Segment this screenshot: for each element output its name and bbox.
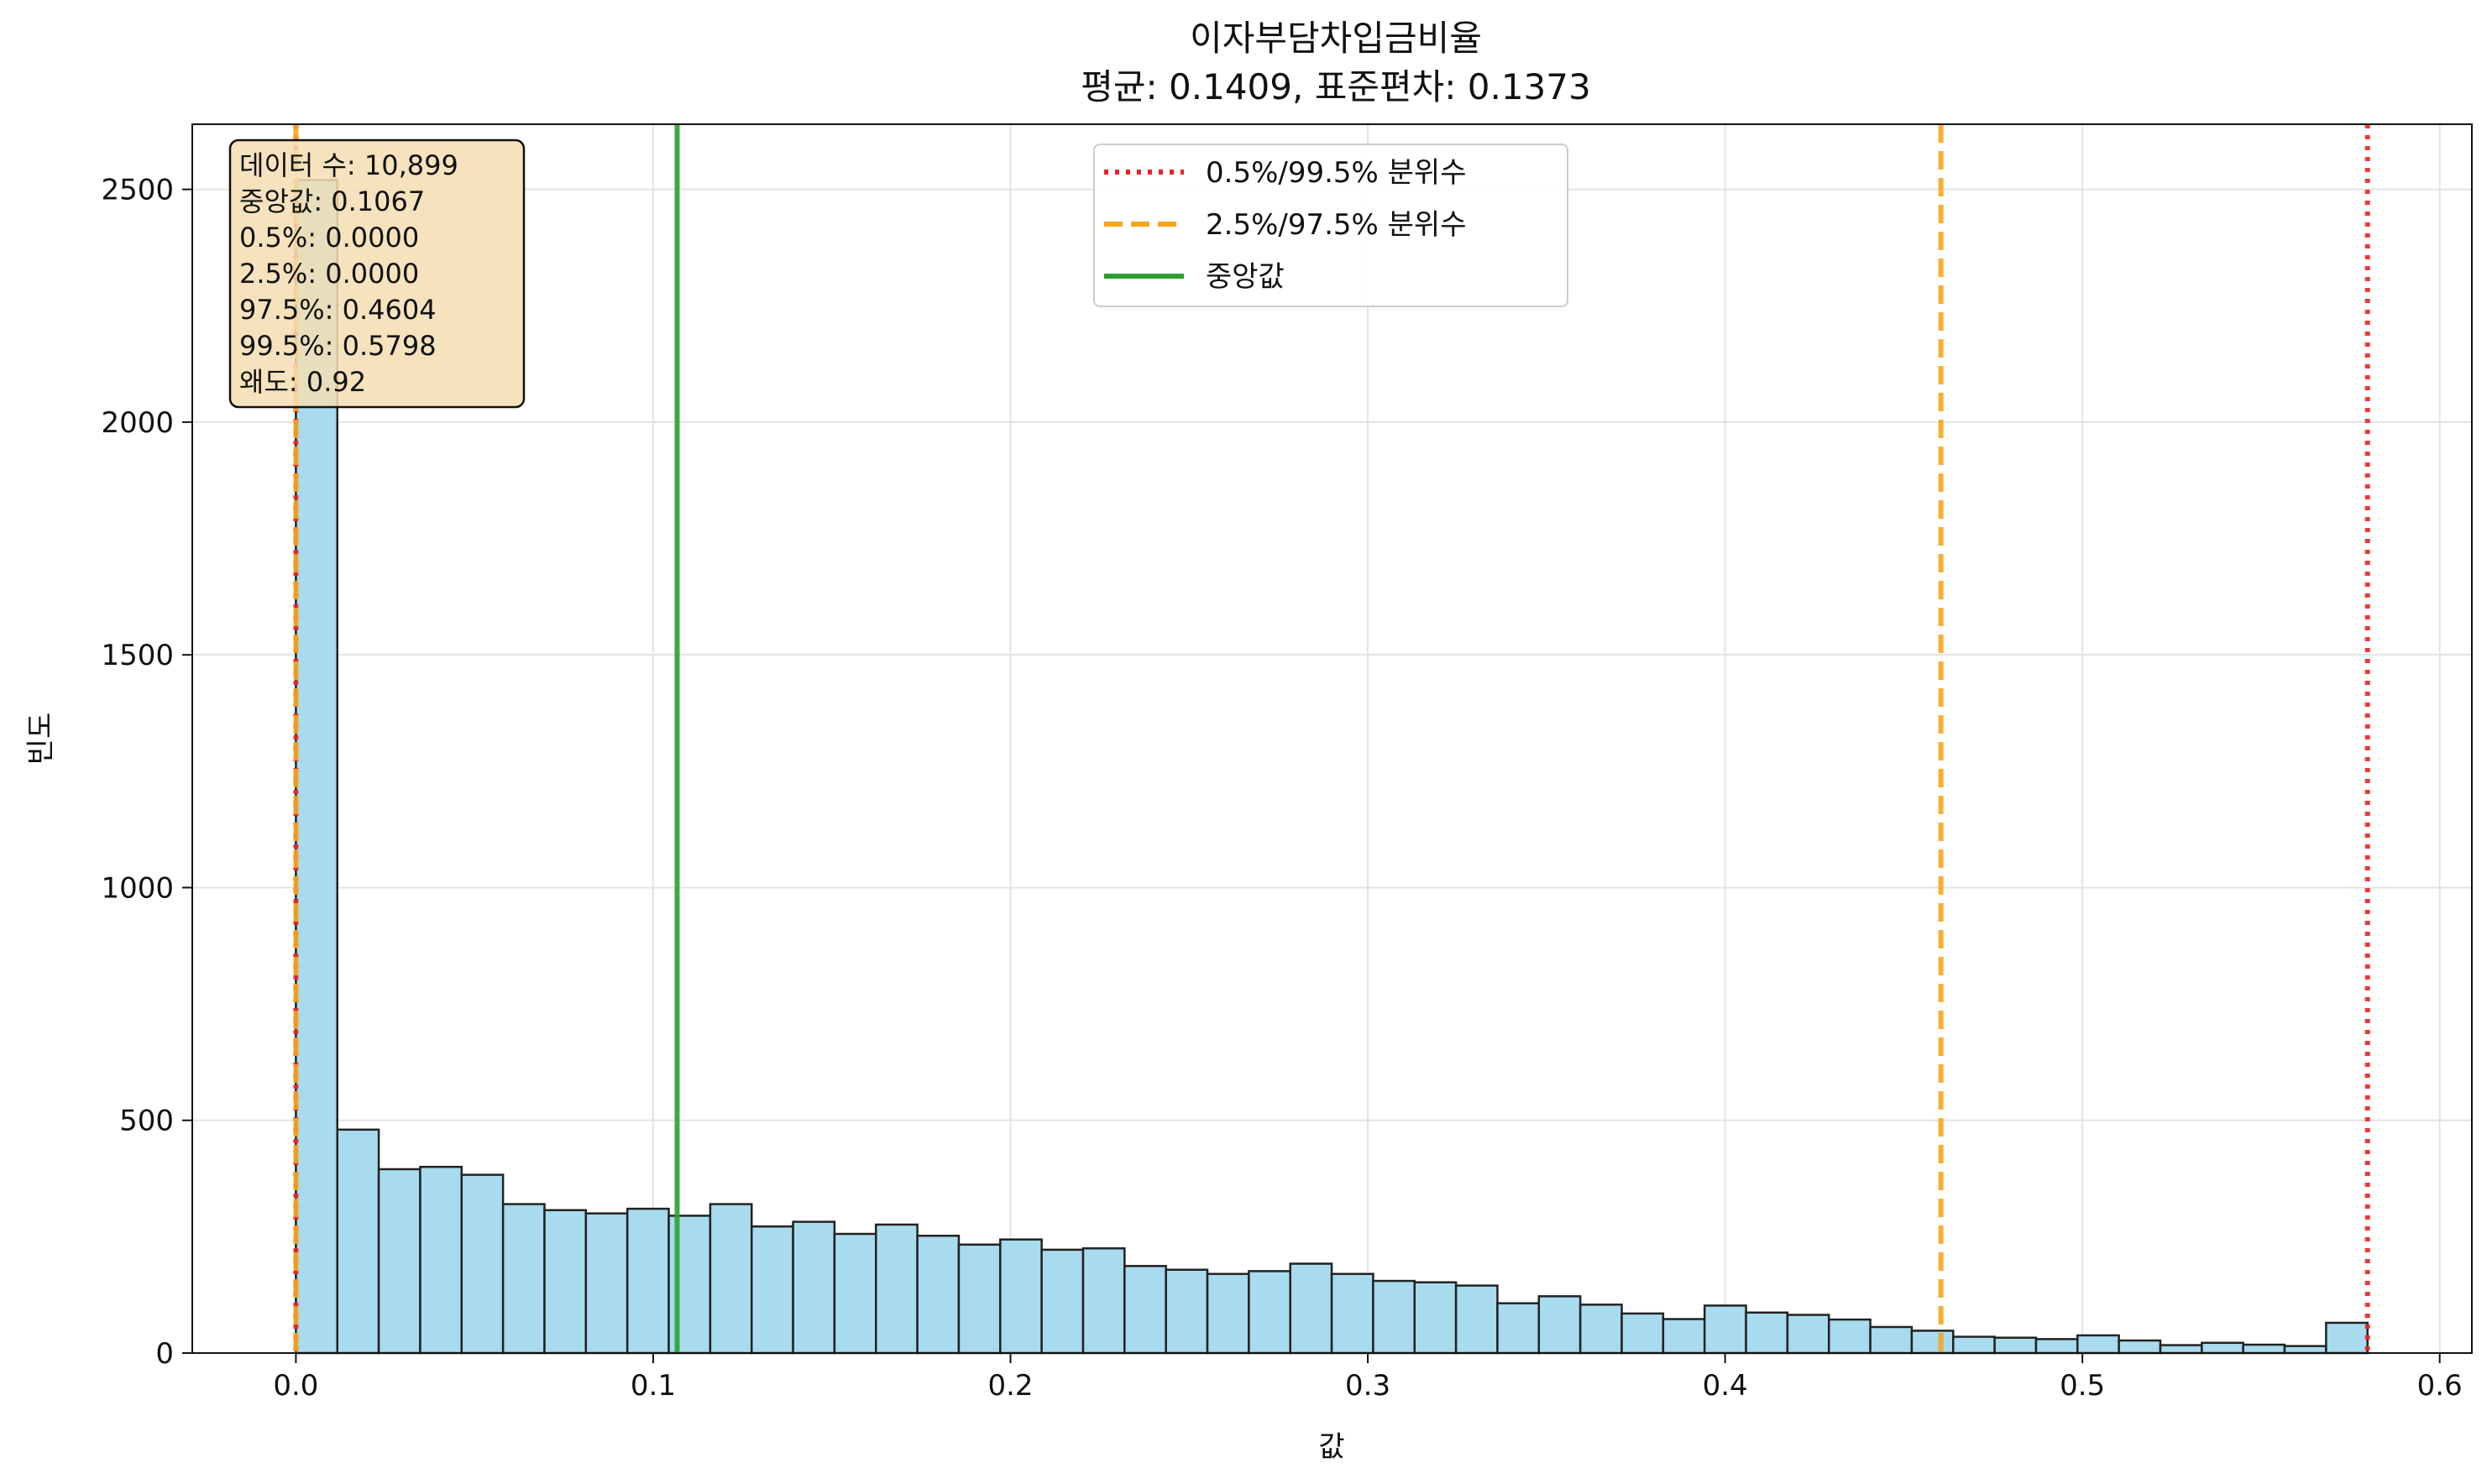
stats-line: 데이터 수: 10,899 bbox=[239, 149, 458, 181]
histogram-bar bbox=[1952, 1335, 1996, 1355]
legend-label: 중앙값 bbox=[1206, 260, 1285, 294]
histogram-bar bbox=[2034, 1338, 2079, 1355]
y-tick-label: 2500 bbox=[101, 174, 174, 207]
histogram-bar bbox=[1454, 1284, 1499, 1355]
histogram-bar bbox=[1869, 1325, 1914, 1355]
histogram-bar bbox=[1165, 1268, 1209, 1355]
histogram-bar bbox=[2201, 1341, 2244, 1355]
x-axis: 0.0 0.1 0.2 0.3 0.4 0.5 0.6 bbox=[273, 1353, 2463, 1403]
histogram-bar bbox=[501, 1203, 546, 1355]
x-tick-label: 0.5 bbox=[2060, 1369, 2105, 1403]
legend-label: 0.5%/99.5% 분위수 bbox=[1206, 156, 1467, 190]
histogram-bar bbox=[1537, 1295, 1582, 1355]
stats-line: 왜도: 0.92 bbox=[239, 366, 366, 398]
plot-frame bbox=[191, 123, 2473, 1354]
x-tick-label: 0.6 bbox=[2417, 1369, 2463, 1403]
histogram-bar bbox=[626, 1207, 670, 1355]
histogram-bar bbox=[1289, 1262, 1333, 1355]
histogram-bar bbox=[1413, 1281, 1458, 1355]
histogram-bar bbox=[1662, 1318, 1706, 1355]
histogram-bar bbox=[2283, 1345, 2327, 1355]
stats-box-lines: 데이터 수: 10,899 중앙값: 0.1067 0.5%: 0.0000 2.5%… bbox=[239, 149, 458, 398]
reference-lines bbox=[293, 124, 2370, 1353]
stats-line: 0.5%: 0.0000 bbox=[239, 222, 419, 253]
x-tick-label: 0.1 bbox=[631, 1369, 676, 1403]
histogram-bar bbox=[1786, 1314, 1830, 1355]
histogram-bar bbox=[2118, 1339, 2162, 1355]
legend-frame bbox=[1093, 144, 1568, 307]
histogram-bar bbox=[1827, 1318, 1872, 1355]
histogram-bar bbox=[460, 1173, 505, 1355]
bars bbox=[295, 179, 2369, 1355]
histogram-bar bbox=[543, 1209, 588, 1355]
histogram-bar bbox=[1620, 1312, 1665, 1355]
x-axis-label: 값 bbox=[1318, 1430, 1344, 1464]
histogram-bar bbox=[419, 1165, 463, 1355]
histogram-bar bbox=[1578, 1304, 1623, 1355]
x-tick-label: 0.4 bbox=[1703, 1369, 1748, 1403]
stats-line: 2.5%: 0.0000 bbox=[239, 258, 419, 290]
x-tick-label: 0.3 bbox=[1345, 1369, 1390, 1403]
histogram-bar bbox=[2242, 1343, 2286, 1355]
chart-title: 이자부담차입금비율 bbox=[1190, 18, 1482, 59]
y-tick-label: 500 bbox=[119, 1105, 174, 1138]
histogram-bar bbox=[1206, 1272, 1250, 1355]
histogram-bar bbox=[336, 1128, 380, 1355]
histogram-bar bbox=[2325, 1321, 2369, 1355]
histogram-bar bbox=[999, 1238, 1043, 1355]
histogram-bar bbox=[1703, 1304, 1747, 1355]
histogram-bar bbox=[1248, 1270, 1291, 1355]
y-axis: 0 500 1000 1500 2000 2500 bbox=[101, 174, 192, 1371]
histogram-bar bbox=[957, 1243, 1002, 1355]
stats-line: 97.5%: 0.4604 bbox=[239, 294, 437, 326]
y-tick-label: 1000 bbox=[101, 871, 174, 905]
histogram-bar bbox=[750, 1225, 794, 1355]
stats-line: 99.5%: 0.5798 bbox=[239, 330, 437, 362]
histogram-bar bbox=[2159, 1344, 2203, 1355]
histogram-bar bbox=[875, 1223, 919, 1355]
histogram-bar bbox=[833, 1232, 877, 1355]
y-axis-label: 빈도 bbox=[24, 713, 58, 766]
histogram-bar bbox=[709, 1203, 753, 1355]
x-tick-label: 0.2 bbox=[987, 1369, 1033, 1403]
stats-box: 데이터 수: 10,899 중앙값: 0.1067 0.5%: 0.0000 2.5%… bbox=[228, 138, 526, 409]
histogram-bar bbox=[584, 1212, 629, 1355]
stats-line: 중앙값: 0.1067 bbox=[239, 186, 425, 217]
y-tick-label: 1500 bbox=[101, 639, 174, 672]
y-tick-label: 2000 bbox=[101, 406, 174, 440]
histogram-bar bbox=[377, 1168, 421, 1355]
chart-subtitle: 평균: 0.1409, 표준편차: 0.1373 bbox=[1081, 66, 1590, 107]
histogram-bar bbox=[916, 1235, 961, 1355]
legend-label: 2.5%/97.5% 분위수 bbox=[1206, 208, 1467, 242]
histogram-bar bbox=[2076, 1334, 2120, 1355]
histogram-bar bbox=[1993, 1336, 2038, 1355]
grid bbox=[192, 124, 2472, 1354]
histogram-bar bbox=[1372, 1279, 1416, 1355]
histogram-bar bbox=[792, 1220, 836, 1355]
x-tick-label: 0.0 bbox=[273, 1369, 318, 1403]
histogram-bar bbox=[1330, 1272, 1374, 1355]
histogram-bar bbox=[1745, 1311, 1789, 1355]
y-tick-label: 0 bbox=[155, 1337, 174, 1371]
histogram-bar bbox=[1123, 1265, 1167, 1355]
stats-box-frame bbox=[228, 138, 526, 409]
histogram-bar bbox=[1081, 1246, 1126, 1355]
histogram-bar bbox=[1910, 1330, 1955, 1355]
histogram-bar bbox=[1496, 1302, 1541, 1355]
histogram-bar bbox=[1040, 1248, 1085, 1355]
